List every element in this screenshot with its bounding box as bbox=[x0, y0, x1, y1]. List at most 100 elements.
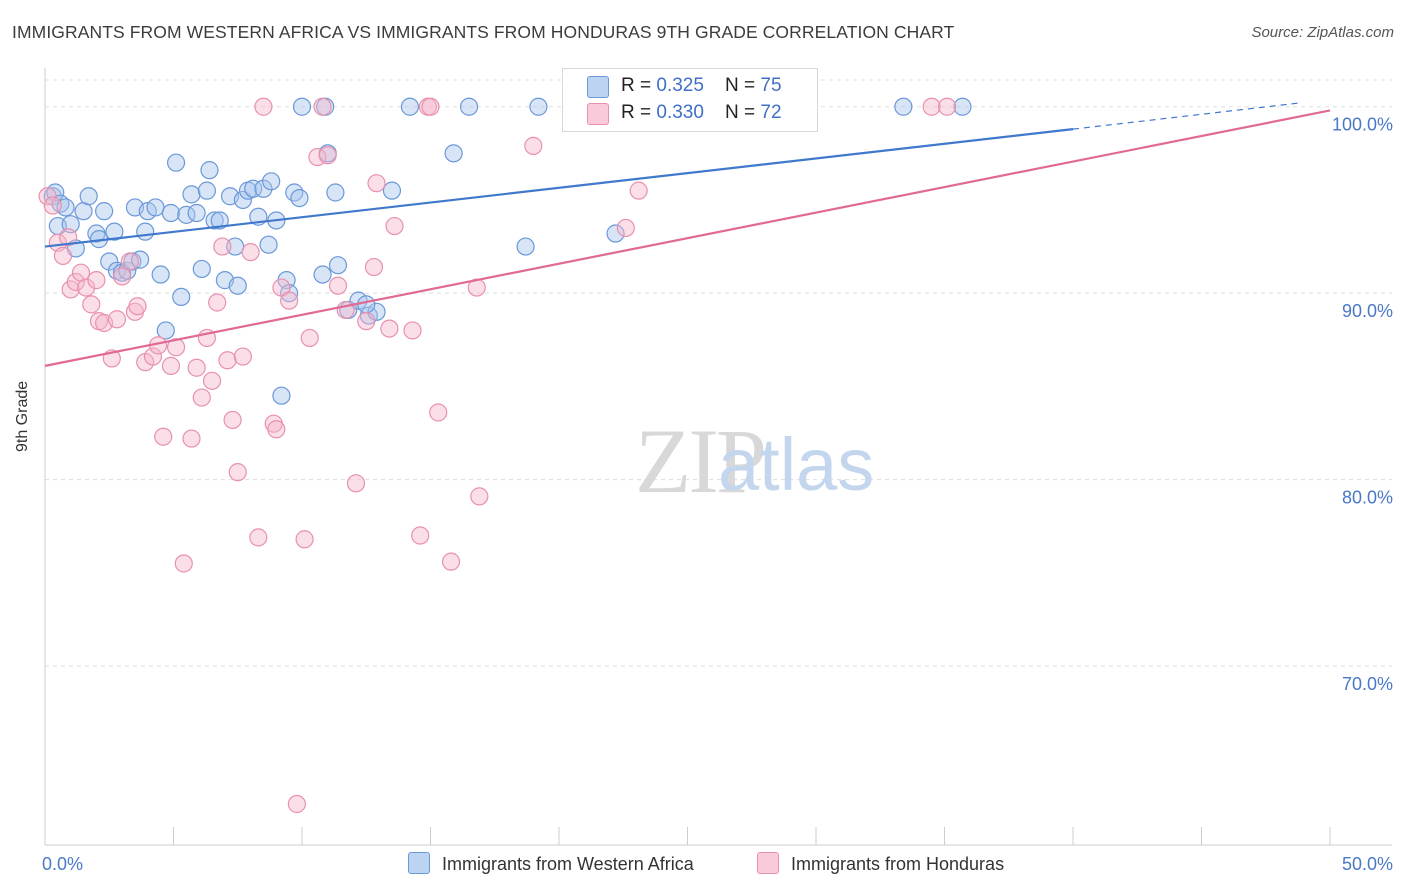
point-honduras bbox=[154, 427, 173, 446]
point-honduras bbox=[192, 388, 211, 407]
bottom-legend-swatch-blue bbox=[408, 852, 430, 874]
point-honduras bbox=[143, 347, 163, 366]
point-western-africa bbox=[192, 259, 211, 279]
point-honduras bbox=[241, 243, 260, 262]
bottom-legend-label-b: Immigrants from Honduras bbox=[791, 854, 1005, 874]
point-honduras bbox=[267, 420, 286, 439]
point-honduras bbox=[107, 310, 127, 329]
chart-title: IMMIGRANTS FROM WESTERN AFRICA VS IMMIGR… bbox=[12, 22, 955, 42]
point-honduras bbox=[182, 429, 201, 448]
legend-r-label: R = bbox=[621, 75, 657, 96]
point-honduras bbox=[112, 267, 132, 286]
point-western-africa bbox=[262, 172, 281, 191]
point-honduras bbox=[385, 216, 404, 236]
point-honduras bbox=[421, 97, 440, 116]
point-honduras bbox=[254, 97, 273, 116]
point-western-africa bbox=[459, 97, 479, 116]
point-honduras bbox=[328, 276, 348, 295]
series-western-africa-points bbox=[43, 97, 972, 405]
point-western-africa bbox=[187, 203, 206, 223]
watermark: ZIP atlas bbox=[635, 410, 874, 512]
point-honduras bbox=[367, 174, 386, 193]
point-honduras bbox=[249, 528, 268, 547]
point-honduras bbox=[53, 246, 73, 265]
point-honduras bbox=[318, 146, 337, 165]
point-western-africa bbox=[228, 276, 247, 295]
point-western-africa bbox=[146, 198, 165, 217]
point-honduras bbox=[174, 554, 193, 573]
point-western-africa bbox=[400, 97, 420, 116]
point-honduras bbox=[208, 293, 227, 312]
point-western-africa bbox=[136, 222, 155, 241]
point-honduras bbox=[66, 272, 85, 292]
trend-line-honduras bbox=[44, 109, 1331, 367]
y-axis-label: 9th Grade bbox=[14, 380, 31, 452]
point-honduras bbox=[429, 403, 448, 422]
point-honduras bbox=[82, 295, 101, 314]
axes bbox=[44, 68, 1392, 846]
legend-n-value-b: 72 bbox=[760, 102, 782, 123]
point-honduras bbox=[43, 196, 62, 215]
point-western-africa bbox=[151, 265, 170, 284]
point-honduras bbox=[202, 371, 222, 390]
gridlines bbox=[45, 79, 1392, 667]
point-honduras bbox=[937, 97, 957, 116]
point-honduras bbox=[313, 97, 332, 116]
source-label: Source: ZipAtlas.com bbox=[1251, 24, 1394, 41]
point-western-africa bbox=[156, 321, 175, 340]
point-western-africa bbox=[200, 161, 219, 180]
point-western-africa bbox=[210, 211, 229, 230]
point-honduras bbox=[380, 319, 399, 338]
series-honduras-points bbox=[38, 97, 957, 814]
bottom-legend-label-a: Immigrants from Western Africa bbox=[442, 854, 694, 874]
point-western-africa bbox=[244, 179, 263, 198]
y-tick-label: 100.0% bbox=[1332, 115, 1393, 135]
point-western-africa bbox=[172, 287, 191, 306]
point-western-africa bbox=[259, 235, 278, 254]
y-tick-label: 80.0% bbox=[1342, 488, 1393, 508]
trend-line-western-africa bbox=[44, 128, 1074, 248]
point-honduras bbox=[228, 463, 247, 482]
point-honduras bbox=[295, 530, 314, 549]
point-honduras bbox=[346, 474, 366, 493]
point-honduras bbox=[922, 97, 941, 116]
legend-n-label: N = bbox=[725, 102, 761, 123]
point-honduras bbox=[470, 487, 489, 506]
point-honduras bbox=[77, 278, 96, 297]
point-honduras bbox=[524, 136, 543, 155]
point-honduras bbox=[218, 351, 237, 370]
point-western-africa bbox=[272, 386, 291, 405]
point-western-africa bbox=[516, 237, 535, 256]
point-western-africa bbox=[606, 224, 625, 243]
point-honduras bbox=[364, 257, 384, 277]
point-honduras bbox=[120, 252, 139, 271]
point-honduras bbox=[280, 291, 299, 310]
trend-lines bbox=[44, 102, 1331, 367]
point-western-africa bbox=[894, 97, 913, 116]
y-tick-label: 90.0% bbox=[1342, 301, 1393, 321]
point-western-africa bbox=[105, 222, 124, 241]
point-honduras bbox=[411, 526, 430, 545]
point-western-africa bbox=[166, 153, 186, 172]
point-western-africa bbox=[444, 144, 463, 163]
point-western-africa bbox=[382, 181, 402, 200]
bottom-legend-western-africa: Immigrants from Western Africa bbox=[408, 852, 694, 875]
legend-r-label: R = bbox=[621, 102, 657, 123]
legend-n-value-a: 75 bbox=[760, 75, 782, 96]
point-western-africa bbox=[328, 256, 348, 275]
point-western-africa bbox=[233, 190, 252, 210]
bottom-legend-honduras: Immigrants from Honduras bbox=[757, 852, 1004, 875]
point-western-africa bbox=[95, 202, 114, 221]
point-honduras bbox=[441, 552, 461, 571]
point-honduras bbox=[213, 237, 232, 256]
legend-r-value-a: 0.325 bbox=[656, 75, 704, 96]
bottom-legend-swatch-pink bbox=[757, 852, 779, 874]
point-western-africa bbox=[367, 302, 386, 321]
x-tick-label-start: 0.0% bbox=[42, 854, 83, 874]
legend-swatch-blue bbox=[587, 76, 609, 98]
point-western-africa bbox=[326, 183, 345, 202]
point-western-africa bbox=[205, 211, 224, 230]
point-western-africa bbox=[100, 252, 119, 271]
point-honduras bbox=[233, 347, 252, 366]
